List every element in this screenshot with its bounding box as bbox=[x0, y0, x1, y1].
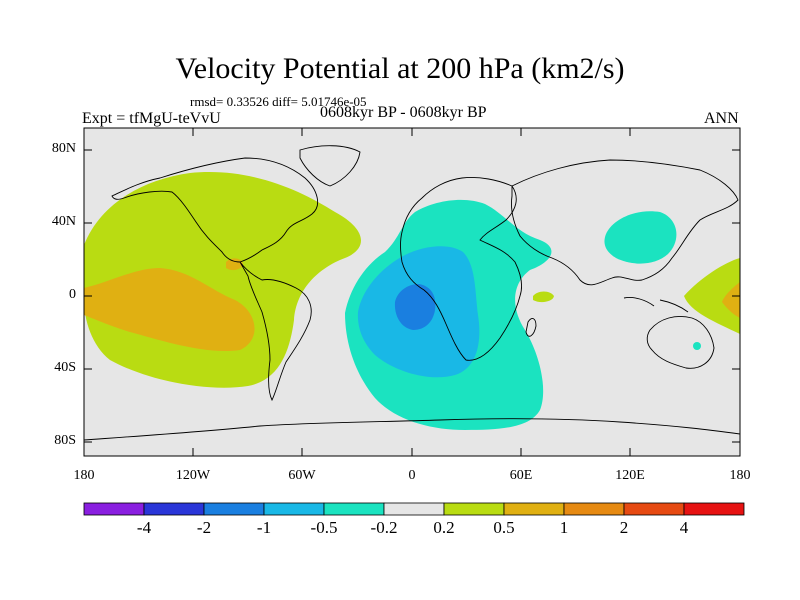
period-label: 0608kyr BP - 0608kyr BP bbox=[320, 104, 487, 121]
negative-region-eastasia bbox=[604, 211, 677, 264]
positive-region-westpacific bbox=[684, 258, 740, 334]
axis-ticks bbox=[84, 128, 740, 456]
colorbar-label: -0.5 bbox=[310, 518, 338, 537]
y-axis-label: 80N bbox=[51, 141, 76, 156]
colorbar-label: -4 bbox=[136, 518, 152, 537]
colorbar-box bbox=[683, 502, 745, 516]
positive-mid-region-pacific bbox=[84, 268, 255, 351]
colorbar-box bbox=[623, 502, 685, 516]
colorbar-box bbox=[563, 502, 625, 516]
colorbar-box bbox=[383, 502, 445, 516]
colorbar-box bbox=[143, 502, 205, 516]
contour-fields bbox=[84, 145, 740, 441]
negative-high-region-atlantic bbox=[394, 284, 436, 330]
rmsd-text: rmsd= 0.33526 diff= 5.01746e-05 bbox=[190, 94, 367, 109]
y-axis-label: 0 bbox=[69, 287, 76, 302]
positive-spot-indian bbox=[533, 291, 554, 303]
season-label: ANN bbox=[704, 110, 739, 127]
map-title: Velocity Potential at 200 hPa (km2/s) bbox=[175, 52, 625, 85]
colorbar-label: 4 bbox=[679, 518, 689, 537]
colorbar-box bbox=[263, 502, 325, 516]
x-axis-label: 180 bbox=[73, 468, 95, 483]
colorbar bbox=[83, 502, 745, 516]
x-axis-label: 120W bbox=[175, 468, 211, 483]
colorbar-box bbox=[503, 502, 565, 516]
y-axis-label: 80S bbox=[54, 433, 76, 448]
colorbar-label: -1 bbox=[256, 518, 272, 537]
positive-mid-region-westpacific bbox=[722, 282, 740, 318]
colorbar-box bbox=[323, 502, 385, 516]
colorbar-label: 0.2 bbox=[433, 518, 455, 537]
x-axis-label: 180 bbox=[729, 468, 751, 483]
y-axis-label: 40N bbox=[51, 214, 76, 229]
coastlines bbox=[84, 145, 740, 441]
x-axis-label: 60E bbox=[509, 468, 533, 483]
colorbar-box bbox=[83, 502, 145, 516]
experiment-label: Expt = tfMgU-teVvU bbox=[82, 110, 221, 127]
colorbar-label: 2 bbox=[619, 518, 629, 537]
negative-spot-australia bbox=[693, 342, 701, 350]
colorbar-label: 0.5 bbox=[493, 518, 515, 537]
x-axis-label: 120E bbox=[615, 468, 645, 483]
x-axis-label: 60W bbox=[288, 468, 316, 483]
colorbar-box bbox=[203, 502, 265, 516]
y-axis-label: 40S bbox=[54, 360, 76, 375]
colorbar-box bbox=[443, 502, 505, 516]
colorbar-label: -0.2 bbox=[370, 518, 398, 537]
positive-mid-spot-caribbean bbox=[226, 258, 243, 271]
colorbar-label: -2 bbox=[196, 518, 212, 537]
colorbar-label: 1 bbox=[559, 518, 569, 537]
x-axis-label: 0 bbox=[408, 468, 416, 483]
